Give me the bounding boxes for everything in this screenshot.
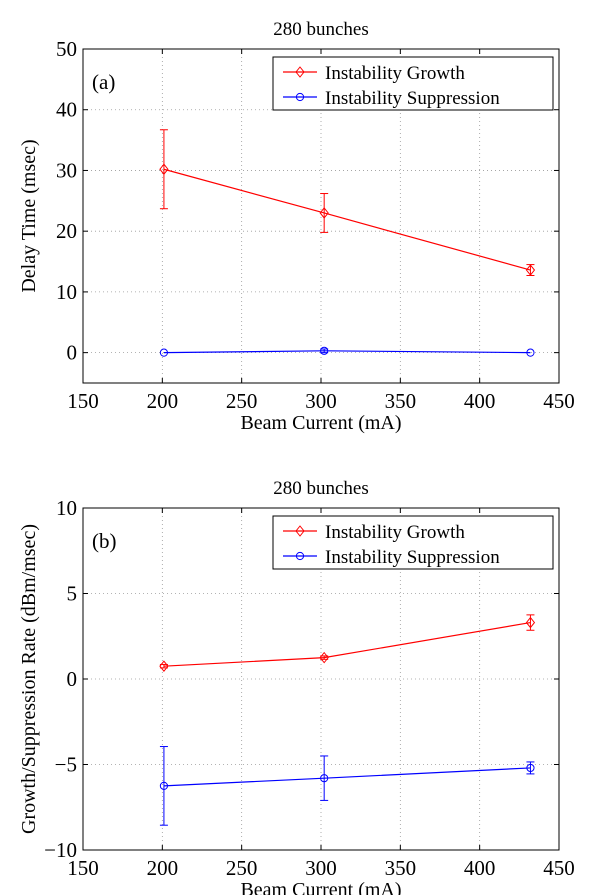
chart-title: 280 bunches [273,478,369,499]
x-tick-label: 450 [543,389,575,413]
chart-panel-a: 150 200 250 300 350 400 450 0 10 20 30 40 50 280 bunc… [18,19,575,434]
legend-label: Instability Suppression [325,88,500,109]
y-tick-label: 10 [56,496,77,520]
y-tick-label: −10 [44,838,77,862]
y-tick-label: 50 [56,37,77,61]
x-tick-label: 200 [147,856,179,880]
x-tick-label: 350 [385,856,417,880]
x-tick-label: 150 [67,389,99,413]
x-axis-label: Beam Current (mA) [240,879,401,895]
y-tick-label: 0 [67,341,78,365]
y-axis-label: Growth/Suppression Rate (dBm/msec) [18,524,40,834]
y-tick-label: 20 [56,219,77,243]
x-tick-label: 250 [226,856,258,880]
y-tick-label: 40 [56,98,77,122]
x-axis-label: Beam Current (mA) [240,412,401,434]
legend-label: Instability Suppression [325,547,500,568]
y-axis-label: Delay Time (msec) [18,139,40,292]
panel-label: (b) [92,529,117,553]
chart-title: 280 bunches [273,19,369,40]
x-tick-label: 450 [543,856,575,880]
x-tick-label: 400 [464,856,496,880]
x-tick-label: 200 [147,389,179,413]
y-tick-label: −5 [55,753,77,777]
x-tick-label: 300 [305,389,337,413]
legend: Instability Growth Instability Suppressio… [273,516,553,569]
y-tick-label: 30 [56,158,77,182]
y-tick-label: 0 [67,667,78,691]
panel-label: (a) [92,70,115,94]
x-tick-label: 400 [464,389,496,413]
legend-label: Instability Growth [325,522,465,543]
legend: Instability Growth Instability Suppressio… [273,57,553,110]
x-tick-label: 350 [385,389,417,413]
legend-label: Instability Growth [325,63,465,84]
y-tick-label: 5 [67,582,78,606]
x-tick-label: 300 [305,856,337,880]
x-tick-label: 250 [226,389,258,413]
y-tick-label: 10 [56,280,77,304]
